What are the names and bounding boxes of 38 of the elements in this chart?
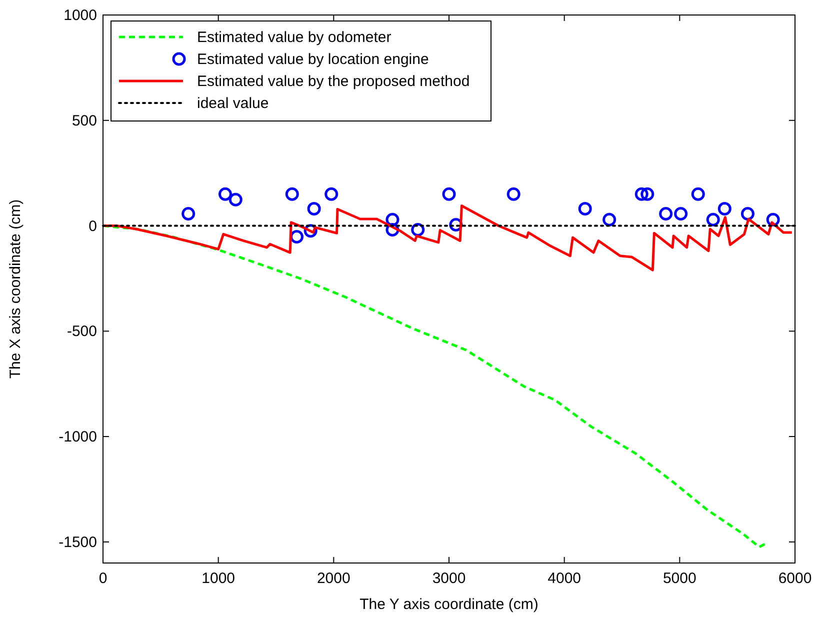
- point: [634, 187, 648, 201]
- y-tick-label: 1000: [64, 7, 97, 24]
- y-axis-title: The X axis coordinate (cm): [7, 199, 24, 379]
- legend-label: Estimated value by the proposed method: [197, 73, 470, 90]
- y-tick-label: -1500: [58, 534, 97, 551]
- x-tick-label: 2000: [316, 570, 350, 587]
- point: [578, 202, 592, 216]
- point: [659, 207, 673, 221]
- point: [307, 202, 321, 216]
- point: [640, 187, 654, 201]
- point: [506, 187, 520, 201]
- point: [182, 207, 196, 221]
- point: [442, 187, 456, 201]
- legend-label: Estimated value by location engine: [197, 51, 429, 68]
- line-series: [102, 204, 794, 272]
- y-tick-label: -500: [66, 323, 97, 340]
- y-tick-label: 500: [72, 112, 97, 130]
- x-tick-label: 4000: [548, 570, 582, 587]
- point: [324, 187, 338, 201]
- legend-label: Estimated value by odometer: [197, 29, 392, 46]
- legend-label: ideal value: [197, 95, 269, 112]
- point: [718, 202, 732, 216]
- x-axis-title: The Y axis coordinate (cm): [360, 596, 538, 613]
- point: [228, 192, 242, 206]
- point: [218, 187, 232, 201]
- point: [740, 207, 754, 221]
- point: [706, 212, 720, 226]
- x-tick-label: 1000: [202, 570, 236, 587]
- point: [674, 207, 688, 221]
- y-tick-label: -1000: [58, 428, 97, 446]
- point: [285, 187, 299, 201]
- point: [691, 187, 705, 201]
- y-tick-label: 0: [88, 218, 97, 235]
- x-tick-label: 3000: [432, 570, 466, 587]
- x-tick-label: 0: [98, 570, 108, 587]
- x-tick-label: 5000: [662, 570, 696, 587]
- x-tick-label: 6000: [778, 570, 812, 587]
- point: [602, 212, 616, 226]
